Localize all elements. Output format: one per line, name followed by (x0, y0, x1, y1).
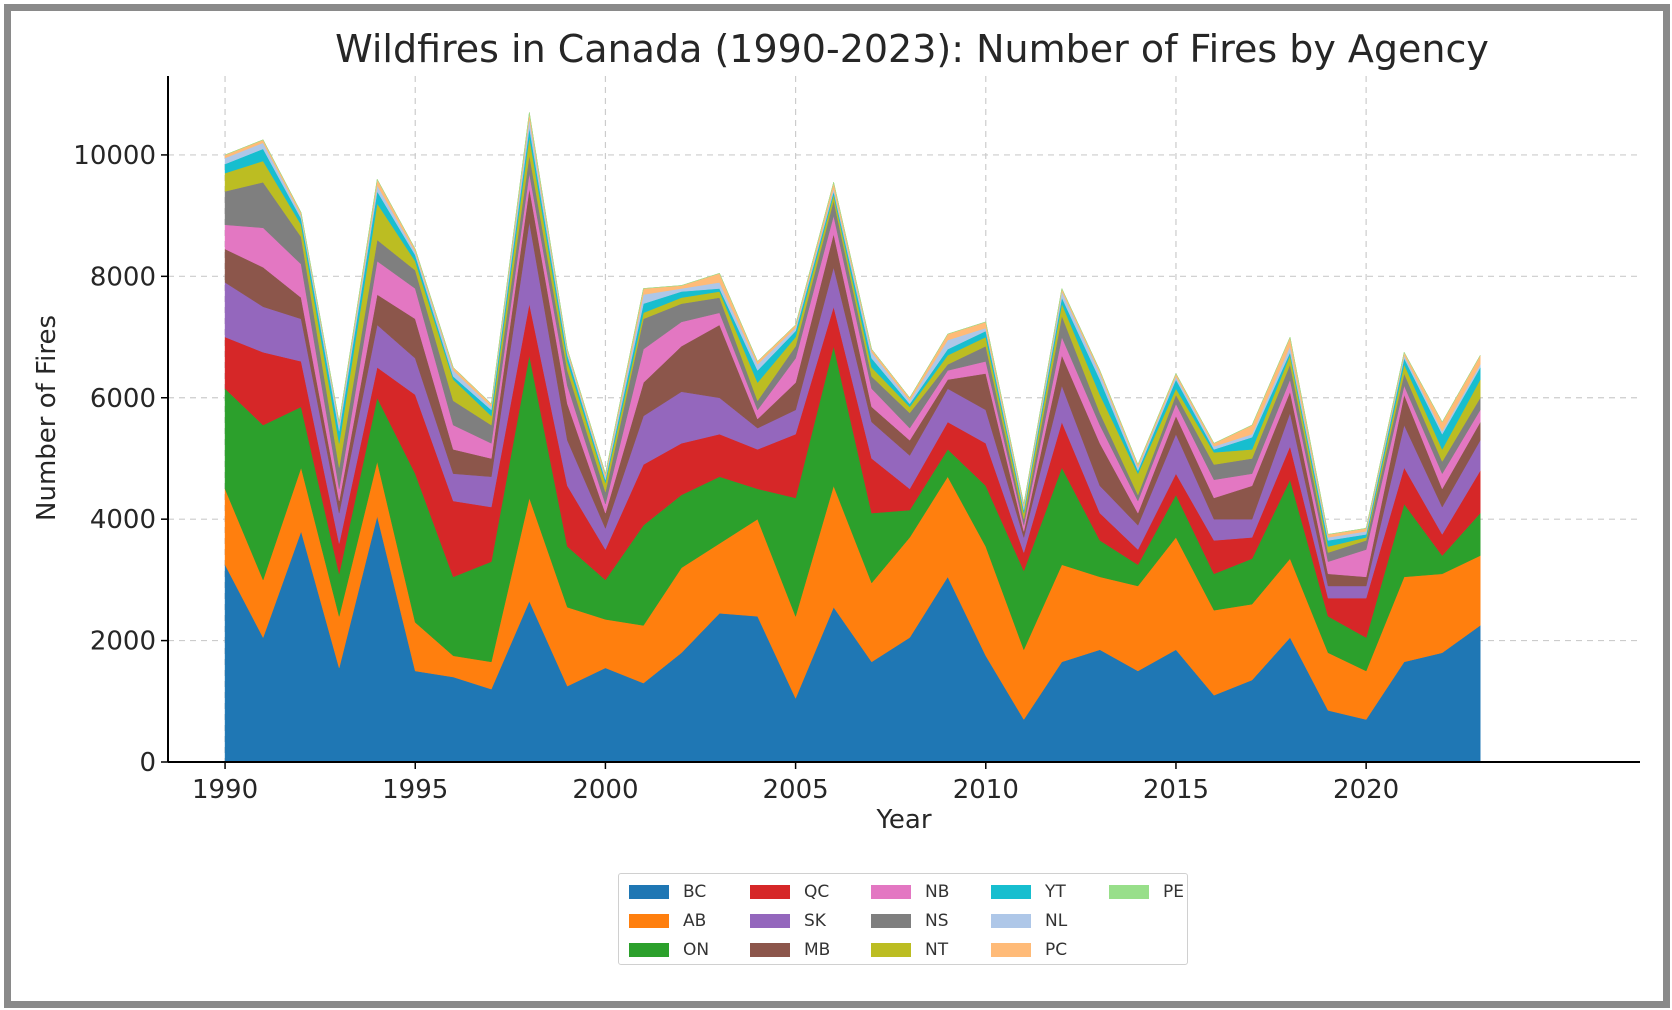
legend-item-bc: BC (629, 879, 706, 905)
y-tick-label: 6000 (90, 384, 156, 414)
legend-swatch (629, 885, 669, 899)
legend-label: PC (1045, 940, 1068, 960)
legend-label: AB (683, 911, 707, 931)
axes (167, 76, 1640, 763)
legend-item-nb: NB (871, 879, 949, 905)
y-tick-label: 10000 (73, 141, 156, 171)
legend-swatch (629, 943, 669, 957)
legend-item-ab: AB (629, 908, 706, 934)
legend-swatch (750, 885, 790, 899)
chart-title: Wildfires in Canada (1990-2023): Number … (335, 27, 1489, 71)
y-tick-label: 8000 (90, 262, 156, 292)
legend-item-nl: NL (991, 908, 1067, 934)
x-tick-label: 1995 (382, 775, 448, 805)
legend-label: NS (925, 911, 949, 931)
legend: BC AB ON QC SK MB NB NS NT YT NL PC PE (618, 873, 1188, 965)
x-tick-label: 1990 (192, 775, 258, 805)
stacked-areas (224, 112, 1481, 763)
legend-label: NB (925, 882, 950, 902)
legend-swatch (1109, 885, 1149, 899)
legend-item-qc: QC (750, 879, 829, 905)
x-tick-label: 2010 (953, 775, 1019, 805)
legend-swatch (871, 914, 911, 928)
y-axis-label: Number of Fires (32, 315, 62, 521)
legend-label: BC (683, 882, 707, 902)
legend-item-pc: PC (991, 937, 1067, 963)
legend-swatch (991, 943, 1031, 957)
y-ticks: 0 2000 4000 6000 8000 10000 (73, 141, 168, 778)
legend-label: SK (804, 911, 826, 931)
x-ticks: 1990 1995 2000 2005 2010 2015 2020 (192, 762, 1399, 805)
x-axis-label: Year (875, 805, 931, 835)
legend-item-mb: MB (750, 937, 830, 963)
x-tick-label: 2005 (763, 775, 829, 805)
legend-item-ns: NS (871, 908, 949, 934)
legend-label: ON (683, 940, 710, 960)
legend-item-pe: PE (1109, 879, 1184, 905)
legend-swatch (991, 914, 1031, 928)
legend-swatch (629, 914, 669, 928)
legend-item-yt: YT (991, 879, 1066, 905)
y-tick-label: 4000 (90, 505, 156, 535)
legend-label: YT (1045, 882, 1066, 902)
legend-swatch (871, 885, 911, 899)
legend-item-on: ON (629, 937, 709, 963)
y-tick-label: 0 (139, 748, 156, 778)
x-tick-label: 2020 (1333, 775, 1399, 805)
legend-swatch (871, 943, 911, 957)
legend-swatch (750, 914, 790, 928)
legend-swatch (750, 943, 790, 957)
legend-item-sk: SK (750, 908, 826, 934)
x-tick-label: 2015 (1143, 775, 1209, 805)
legend-label: QC (804, 882, 830, 902)
legend-label: MB (804, 940, 831, 960)
legend-label: NL (1045, 911, 1068, 931)
y-tick-label: 2000 (90, 627, 156, 657)
legend-label: NT (925, 940, 949, 960)
x-tick-label: 2000 (572, 775, 638, 805)
legend-swatch (991, 885, 1031, 899)
legend-label: PE (1163, 882, 1184, 902)
legend-item-nt: NT (871, 937, 948, 963)
